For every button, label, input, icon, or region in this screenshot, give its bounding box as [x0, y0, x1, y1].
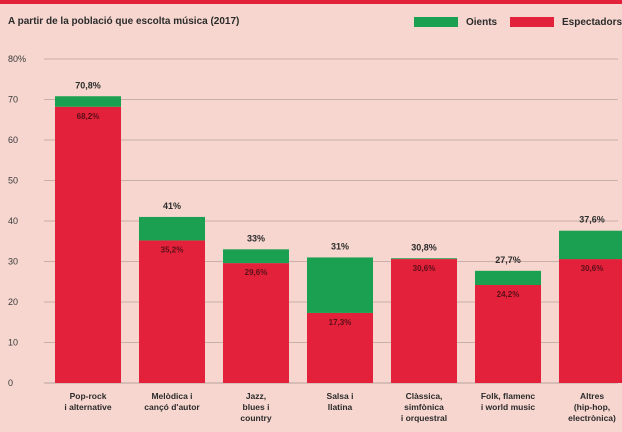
y-tick-label: 0 — [8, 378, 13, 388]
bar-total-label: 27,7% — [495, 255, 521, 265]
y-tick-label: 10 — [8, 338, 18, 348]
bar-total-label: 31% — [331, 241, 349, 251]
bar-value-label: 29,6% — [245, 268, 268, 277]
legend-item-oients: Oients — [414, 14, 497, 30]
bar-value-label: 68,2% — [77, 112, 100, 121]
y-tick-label: 70 — [8, 95, 18, 105]
bar-total-label: 30,8% — [411, 242, 437, 252]
x-category-label: Altres — [580, 391, 604, 401]
bar-espectadors — [391, 259, 457, 383]
x-category-label: cançó d'autor — [144, 402, 200, 412]
legend: Oients Espectadors — [0, 14, 622, 30]
bar-espectadors — [559, 259, 622, 383]
x-category-label: electrònica) — [568, 413, 616, 423]
chart-subtitle: A partir de la població que escolta músi… — [8, 16, 240, 27]
y-tick-label: 20 — [8, 297, 18, 307]
x-category-label: Melòdica i — [151, 391, 192, 401]
top-rule — [0, 0, 622, 4]
bar-value-label: 35,2% — [161, 245, 184, 254]
x-category-label: Pop-rock — [70, 391, 107, 401]
x-category-label: country — [240, 413, 271, 423]
bar-oients — [223, 249, 289, 264]
bar-espectadors — [223, 263, 289, 383]
legend-swatch-oients — [414, 17, 458, 27]
x-category-label: Clàssica, — [406, 391, 443, 401]
bar-value-label: 17,3% — [329, 318, 352, 327]
bar-espectadors — [307, 312, 373, 383]
bar-value-label: 30,6% — [413, 264, 436, 273]
y-tick-label: 30 — [8, 257, 18, 267]
bar-oients — [55, 96, 121, 107]
y-tick-label: 50 — [8, 176, 18, 186]
bar-espectadors — [55, 106, 121, 383]
x-category-label: i orquestral — [401, 413, 447, 423]
y-tick-label: 60 — [8, 135, 18, 145]
y-tick-label: 80% — [8, 54, 26, 64]
bar-value-label: 30,6% — [581, 264, 604, 273]
x-category-label: Folk, flamenc — [481, 391, 536, 401]
legend-label-espectadors: Espectadors — [562, 16, 622, 28]
bar-espectadors — [139, 240, 205, 383]
bar-total-label: 41% — [163, 201, 181, 211]
bar-oients — [475, 270, 541, 285]
x-category-label: (hip-hop, — [574, 402, 610, 412]
bar-total-label: 33% — [247, 233, 265, 243]
x-category-label: Jazz, — [246, 391, 266, 401]
x-category-label: i world music — [481, 402, 536, 412]
x-category-label: llatina — [328, 402, 353, 412]
bar-total-label: 37,6% — [579, 215, 605, 225]
bar-oients — [307, 257, 373, 313]
x-category-label: i alternative — [64, 402, 112, 412]
bar-oients — [559, 230, 622, 260]
bar-total-label: 70,8% — [75, 80, 101, 90]
bar-oients — [139, 216, 205, 241]
x-category-label: Salsa i — [327, 391, 354, 401]
bar-value-label: 24,2% — [497, 290, 520, 299]
legend-label-oients: Oients — [466, 16, 498, 28]
y-tick-label: 40 — [8, 216, 18, 226]
legend-item-espectadors: Espectadors — [510, 14, 622, 30]
bar-espectadors — [475, 284, 541, 383]
legend-swatch-espectadors — [510, 17, 554, 27]
x-category-label: simfònica — [404, 402, 444, 412]
x-category-label: blues i — [243, 402, 270, 412]
bar-oients — [391, 258, 457, 260]
